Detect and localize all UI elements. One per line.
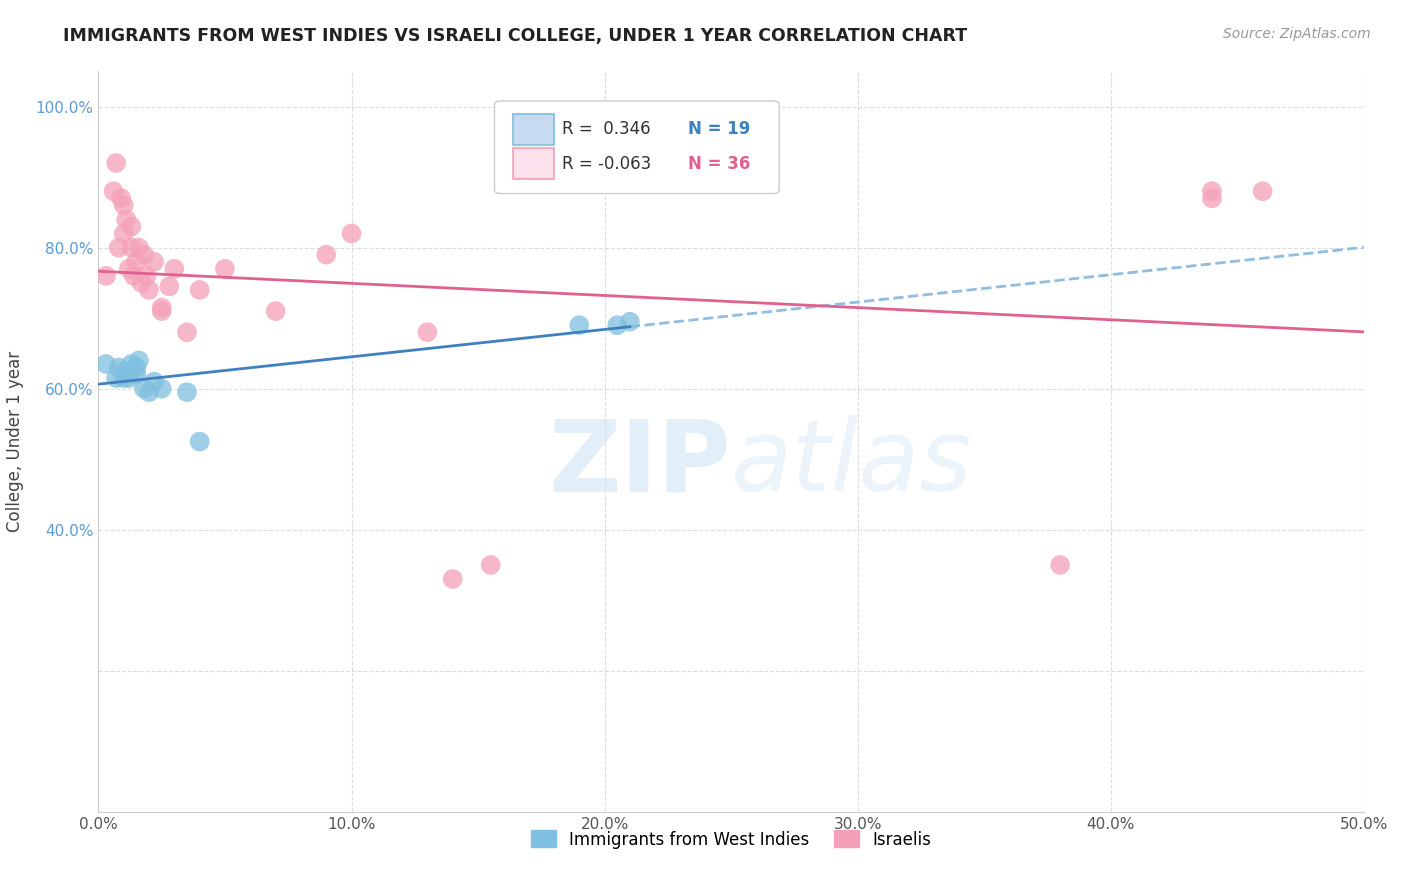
Point bbox=[118, 261, 141, 276]
Point bbox=[125, 254, 148, 268]
Point bbox=[112, 227, 135, 241]
Point bbox=[94, 268, 117, 283]
Point bbox=[143, 254, 166, 268]
Point bbox=[105, 156, 128, 170]
Point bbox=[568, 318, 591, 333]
Point bbox=[1049, 558, 1071, 572]
Point bbox=[125, 368, 148, 382]
Point bbox=[122, 268, 145, 283]
Point bbox=[132, 382, 155, 396]
Text: R =  0.346: R = 0.346 bbox=[561, 120, 650, 138]
Text: IMMIGRANTS FROM WEST INDIES VS ISRAELI COLLEGE, UNDER 1 YEAR CORRELATION CHART: IMMIGRANTS FROM WEST INDIES VS ISRAELI C… bbox=[63, 27, 967, 45]
Text: R = -0.063: R = -0.063 bbox=[561, 155, 651, 173]
Point bbox=[619, 315, 641, 329]
Point bbox=[125, 360, 148, 375]
Point bbox=[214, 261, 236, 276]
Point bbox=[264, 304, 287, 318]
Point bbox=[340, 227, 363, 241]
Point bbox=[103, 184, 125, 198]
Point bbox=[188, 434, 211, 449]
Point bbox=[150, 304, 173, 318]
Point bbox=[416, 325, 439, 339]
FancyBboxPatch shape bbox=[513, 148, 554, 179]
Point bbox=[131, 276, 153, 290]
Legend: Immigrants from West Indies, Israelis: Immigrants from West Indies, Israelis bbox=[524, 823, 938, 855]
Y-axis label: College, Under 1 year: College, Under 1 year bbox=[7, 351, 24, 533]
Point bbox=[120, 241, 142, 255]
Point bbox=[150, 382, 173, 396]
Point bbox=[606, 318, 628, 333]
Text: N = 36: N = 36 bbox=[688, 155, 751, 173]
Point bbox=[118, 371, 141, 385]
Point bbox=[120, 219, 142, 234]
Point bbox=[150, 301, 173, 315]
Point bbox=[315, 248, 337, 262]
Point bbox=[188, 283, 211, 297]
Point bbox=[107, 360, 129, 375]
Point bbox=[112, 371, 135, 385]
Point bbox=[115, 212, 138, 227]
Point bbox=[176, 385, 198, 400]
Point bbox=[112, 364, 135, 378]
Point bbox=[112, 198, 135, 212]
Point bbox=[94, 357, 117, 371]
FancyBboxPatch shape bbox=[513, 113, 554, 145]
Point bbox=[143, 375, 166, 389]
Text: N = 19: N = 19 bbox=[688, 120, 751, 138]
Point bbox=[1251, 184, 1274, 198]
Point bbox=[163, 261, 186, 276]
Point bbox=[138, 385, 160, 400]
Point bbox=[110, 191, 132, 205]
Point bbox=[1201, 191, 1223, 205]
Point bbox=[135, 268, 157, 283]
Point bbox=[107, 241, 129, 255]
Point bbox=[479, 558, 502, 572]
Point bbox=[132, 248, 155, 262]
FancyBboxPatch shape bbox=[495, 101, 779, 194]
Point bbox=[176, 325, 198, 339]
Text: atlas: atlas bbox=[731, 416, 973, 512]
Point bbox=[1201, 184, 1223, 198]
Point bbox=[138, 283, 160, 297]
Text: ZIP: ZIP bbox=[548, 416, 731, 512]
Point bbox=[120, 357, 142, 371]
Point bbox=[157, 279, 180, 293]
Point bbox=[128, 353, 150, 368]
Point bbox=[441, 572, 464, 586]
Text: Source: ZipAtlas.com: Source: ZipAtlas.com bbox=[1223, 27, 1371, 41]
Point bbox=[105, 371, 128, 385]
Point bbox=[128, 241, 150, 255]
